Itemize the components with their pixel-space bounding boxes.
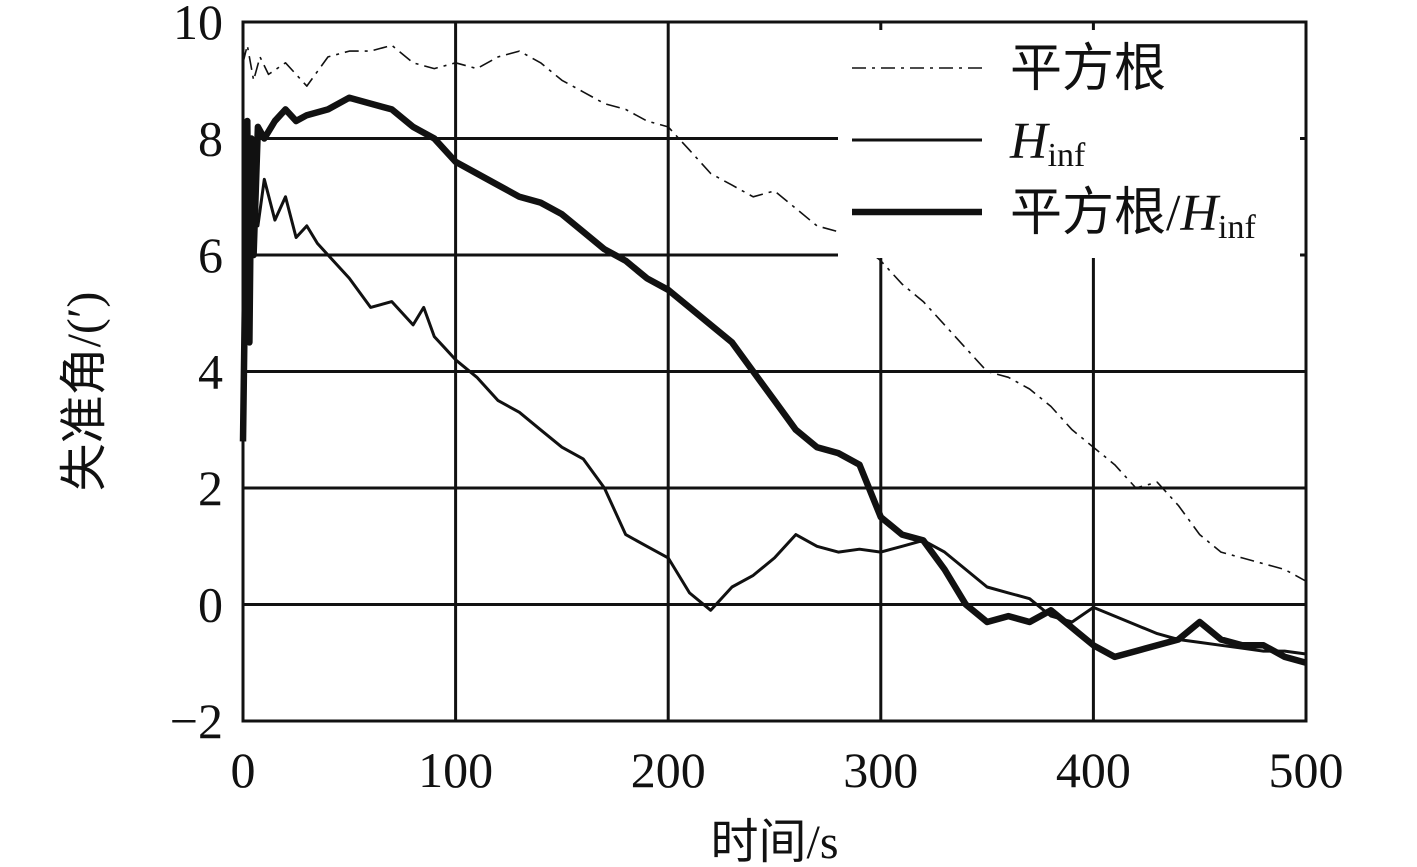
x-tick-label: 200	[631, 742, 706, 798]
x-tick-label: 100	[418, 742, 493, 798]
y-tick-label: 8	[198, 111, 223, 167]
series-line-1	[242, 44, 1307, 582]
x-tick-label: 300	[843, 742, 918, 798]
y-tick-label: 0	[198, 577, 223, 633]
y-axis-label: 失准角/(′)	[58, 292, 111, 492]
legend: 平方根 Hinf 平方根/Hinf	[852, 41, 1256, 246]
y-tick-label: 6	[198, 227, 223, 283]
legend-label-2: Hinf	[1009, 113, 1086, 174]
series-lines	[239, 44, 1307, 666]
series-line-3	[239, 94, 1307, 666]
y-tick-label: 4	[198, 344, 223, 400]
y-tick-label: 10	[173, 0, 223, 50]
legend-label-3: 平方根/Hinf	[1010, 185, 1256, 246]
y-tick-label: −2	[170, 693, 223, 749]
legend-label-1: 平方根	[1010, 41, 1166, 98]
x-tick-label: 500	[1269, 742, 1344, 798]
x-tick-label: 0	[231, 742, 256, 798]
series-line-2	[241, 177, 1307, 656]
x-axis-label: 时间/s	[710, 816, 838, 867]
plot-frame	[241, 20, 1308, 723]
y-tick-label: 2	[198, 460, 223, 516]
x-tick-label: 400	[1056, 742, 1131, 798]
